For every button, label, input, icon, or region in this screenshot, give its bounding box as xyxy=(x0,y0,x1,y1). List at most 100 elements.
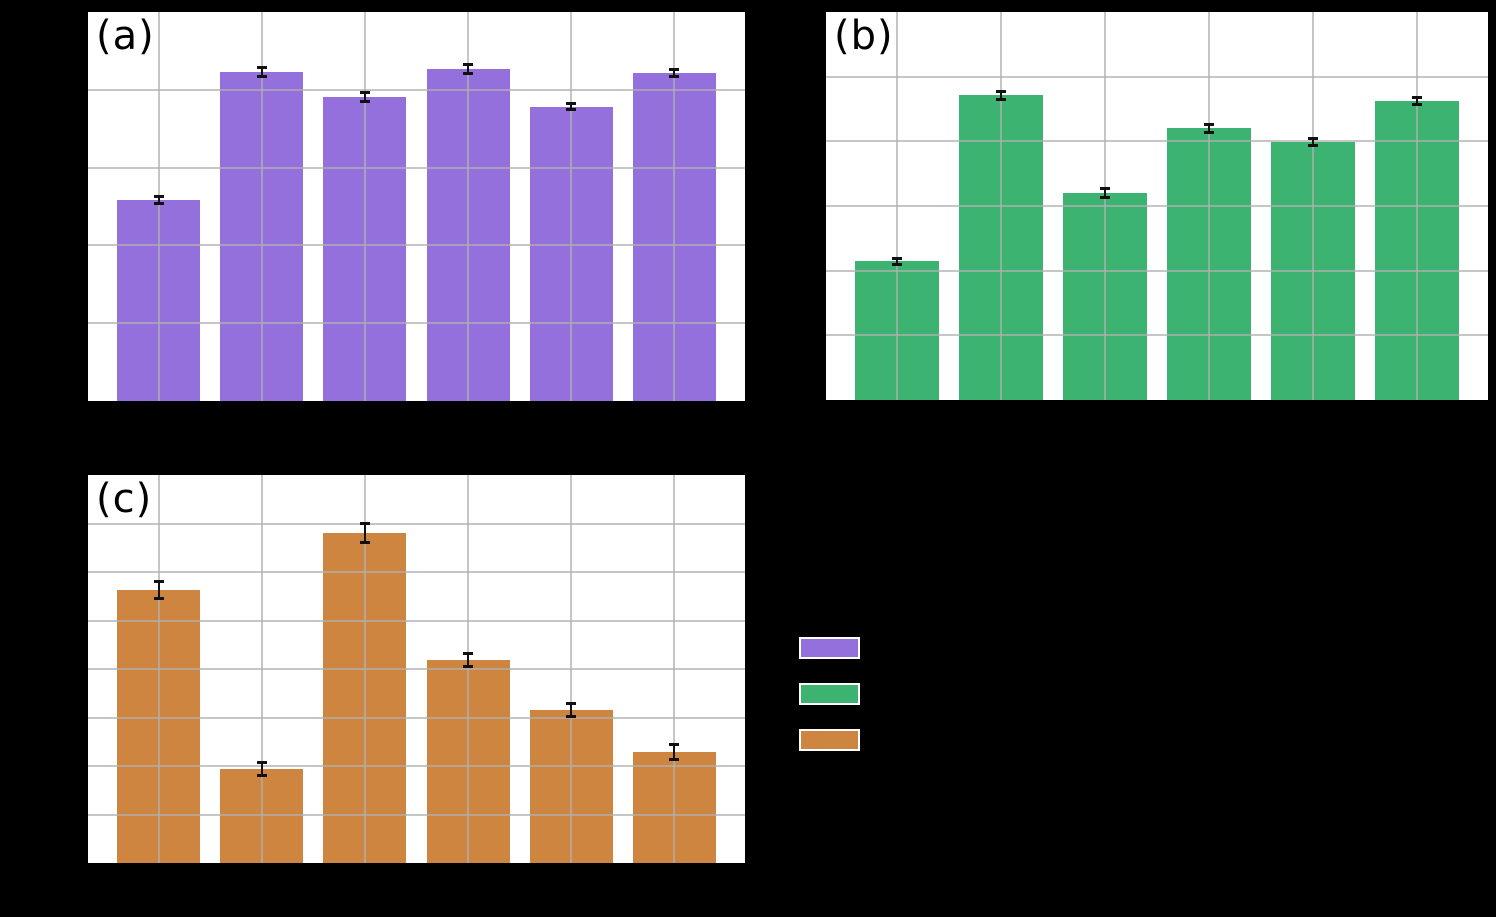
error-bar-cap xyxy=(256,74,267,78)
h-gridline xyxy=(826,75,1488,78)
h-gridline xyxy=(88,88,745,91)
error-bar xyxy=(1208,124,1210,133)
error-bar-cap xyxy=(566,108,577,112)
error-bar-cap xyxy=(996,90,1006,94)
h-gridline xyxy=(88,813,745,816)
v-gridline xyxy=(157,475,160,863)
error-bar-cap xyxy=(1412,103,1422,107)
error-bar-cap xyxy=(1204,122,1214,126)
error-bar xyxy=(467,653,470,667)
h-gridline xyxy=(88,571,745,573)
h-gridline xyxy=(826,269,1488,272)
v-gridline xyxy=(363,12,366,401)
error-bar xyxy=(673,744,676,760)
error-bar xyxy=(363,523,366,543)
error-bar xyxy=(157,196,160,204)
error-bar-cap xyxy=(256,761,267,765)
error-bar-cap xyxy=(153,202,164,206)
v-gridline xyxy=(570,12,573,401)
error-bar xyxy=(1104,188,1106,198)
error-bar-cap xyxy=(1308,144,1318,148)
error-bar xyxy=(570,103,573,110)
v-gridline xyxy=(467,12,470,401)
h-gridline xyxy=(826,334,1488,337)
error-bar xyxy=(673,69,676,77)
panel-c-label: (c) xyxy=(96,476,153,522)
error-bar-cap xyxy=(1204,131,1214,135)
error-bar xyxy=(1416,97,1418,105)
panel-a: (a) xyxy=(88,12,745,401)
legend xyxy=(799,637,860,751)
v-gridline xyxy=(1104,12,1106,400)
error-bar-cap xyxy=(359,100,370,104)
error-bar-cap xyxy=(566,101,577,105)
h-gridline xyxy=(88,668,745,670)
error-bar-cap xyxy=(669,68,680,72)
error-bar-cap xyxy=(566,702,577,706)
v-gridline xyxy=(570,475,573,863)
error-bar-cap xyxy=(1308,136,1318,140)
v-gridline xyxy=(896,12,898,400)
error-bar-cap xyxy=(359,521,370,525)
error-bar-cap xyxy=(153,194,164,198)
h-gridline xyxy=(88,522,745,525)
error-bar-cap xyxy=(153,580,164,584)
error-bar xyxy=(260,762,263,776)
error-bar xyxy=(260,67,263,77)
error-bar-cap xyxy=(463,651,474,655)
error-bar-cap xyxy=(669,743,680,747)
v-gridline xyxy=(1312,12,1314,400)
error-bar-cap xyxy=(359,91,370,95)
h-gridline xyxy=(826,140,1488,143)
error-bar-cap xyxy=(669,75,680,79)
error-bar-cap xyxy=(463,72,474,76)
v-gridline xyxy=(673,12,676,401)
error-bar-cap xyxy=(359,541,370,545)
error-bar xyxy=(363,92,366,102)
panel-a-label: (a) xyxy=(96,13,155,59)
legend-swatch xyxy=(799,683,860,705)
h-gridline xyxy=(88,322,745,325)
error-bar xyxy=(1000,91,1002,100)
v-gridline xyxy=(260,12,263,401)
error-bar-cap xyxy=(1100,187,1110,191)
legend-swatch xyxy=(799,637,860,659)
error-bar xyxy=(157,581,160,598)
v-gridline xyxy=(157,12,160,401)
error-bar xyxy=(896,258,898,265)
panel-b: (b) xyxy=(826,12,1488,400)
h-gridline xyxy=(88,716,745,719)
error-bar-cap xyxy=(892,263,902,267)
h-gridline xyxy=(826,205,1488,207)
v-gridline xyxy=(673,475,676,863)
error-bar-cap xyxy=(153,596,164,600)
error-bar xyxy=(570,703,573,717)
error-bar-cap xyxy=(996,97,1006,101)
h-gridline xyxy=(88,166,745,169)
v-gridline xyxy=(1208,12,1210,400)
error-bar-cap xyxy=(463,665,474,669)
error-bar-cap xyxy=(256,773,267,777)
panel-a-plot xyxy=(88,12,745,401)
v-gridline xyxy=(363,475,366,863)
error-bar-cap xyxy=(256,66,267,70)
h-gridline xyxy=(88,765,745,767)
legend-swatch xyxy=(799,729,860,751)
error-bar-cap xyxy=(463,63,474,67)
v-gridline xyxy=(467,475,470,863)
panel-b-label: (b) xyxy=(834,13,894,59)
panel-c-plot xyxy=(88,475,745,863)
error-bar xyxy=(1312,138,1314,146)
v-gridline xyxy=(1000,12,1002,400)
error-bar xyxy=(467,64,470,74)
error-bar-cap xyxy=(892,256,902,260)
error-bar-cap xyxy=(1412,96,1422,100)
panel-b-plot xyxy=(826,12,1488,400)
error-bar-cap xyxy=(1100,196,1110,200)
h-gridline xyxy=(88,619,745,622)
v-gridline xyxy=(260,475,263,863)
h-gridline xyxy=(88,244,745,247)
error-bar-cap xyxy=(669,757,680,761)
error-bar-cap xyxy=(566,715,577,719)
